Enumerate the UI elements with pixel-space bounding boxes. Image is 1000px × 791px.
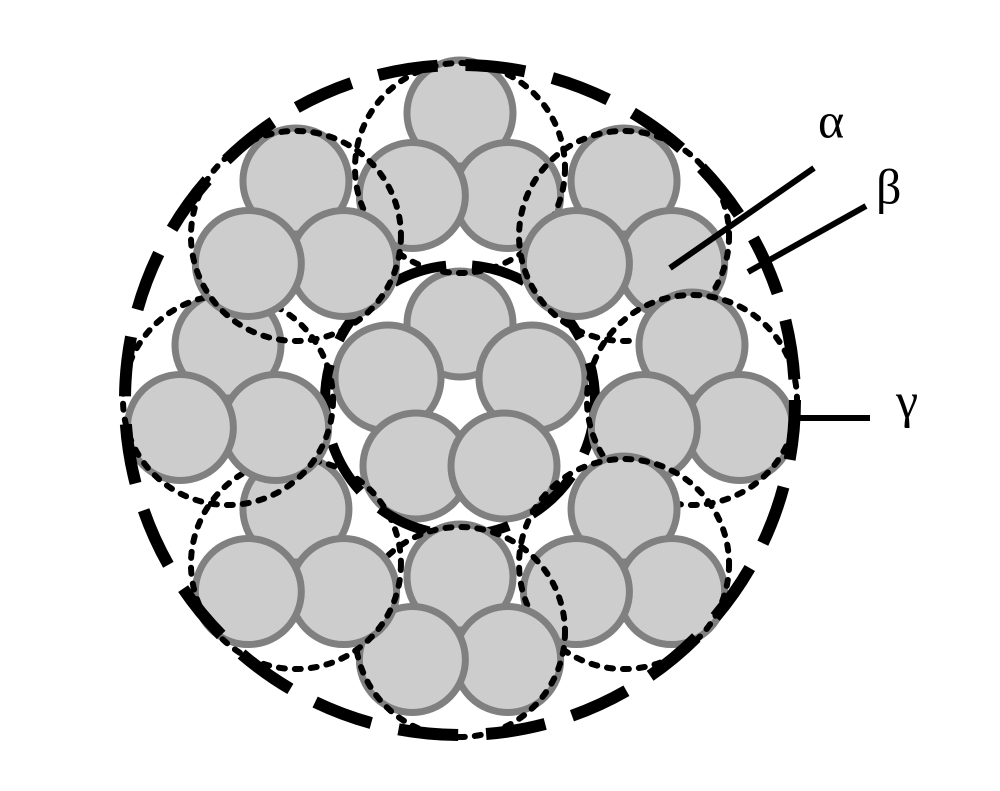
label-gamma: γ xyxy=(895,373,918,429)
diagram-svg: αβ γ xyxy=(0,0,1000,791)
label-alpha: α xyxy=(818,93,844,149)
label-beta: β xyxy=(876,159,901,215)
